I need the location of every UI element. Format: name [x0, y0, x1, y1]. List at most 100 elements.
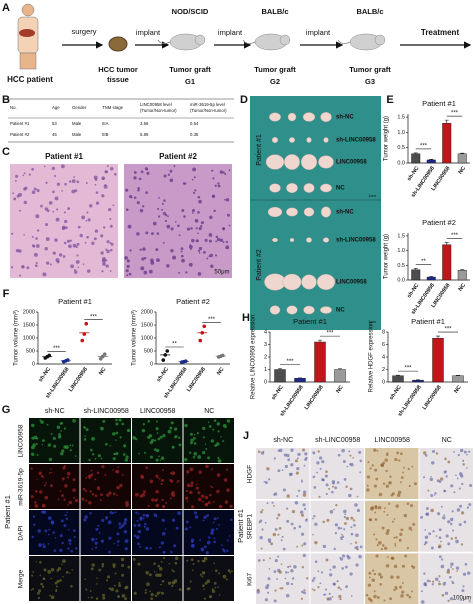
signal [68, 572, 71, 574]
signal [178, 443, 182, 447]
nucleus [192, 191, 196, 194]
signal [119, 436, 122, 439]
ihc-image [256, 500, 310, 552]
signal [105, 442, 108, 446]
signal [47, 443, 52, 447]
graft-label: Tumor graft [169, 65, 211, 74]
cell [400, 452, 403, 456]
nucleus [197, 272, 202, 276]
nucleus [76, 242, 80, 246]
cell [353, 523, 356, 527]
nucleus [224, 198, 226, 201]
signal [90, 567, 94, 571]
signal [36, 591, 40, 595]
nucleus [109, 218, 112, 221]
signal [61, 494, 64, 498]
error-bar [429, 276, 434, 278]
signal [94, 478, 97, 481]
signal [58, 433, 61, 436]
signal [63, 498, 66, 501]
cell [348, 493, 352, 498]
signal [201, 559, 205, 563]
cell [376, 544, 379, 547]
group-label: LINC00958 [336, 280, 367, 286]
y-axis-label: Tumor weight (g) [384, 116, 390, 161]
signal [186, 559, 189, 562]
signal [213, 517, 217, 521]
signal [155, 503, 160, 508]
cell [371, 569, 375, 572]
cell [464, 562, 468, 566]
cell [293, 526, 296, 530]
tumor [316, 274, 336, 290]
signal [137, 542, 141, 546]
signal [227, 569, 231, 573]
signal [217, 430, 220, 433]
nucleus [156, 258, 160, 263]
cell [349, 487, 353, 491]
nucleus [174, 221, 177, 223]
significance-label: *** [53, 346, 61, 352]
row-label: Merge [18, 569, 25, 588]
tumor [269, 305, 281, 315]
y-axis-label: Tumor volume (mm³) [14, 310, 20, 366]
cell [273, 599, 277, 603]
scale-label: 1cm [368, 319, 376, 324]
cell [300, 597, 304, 600]
signal [68, 500, 73, 505]
cell [450, 537, 454, 540]
nucleus [10, 266, 14, 269]
nucleus [66, 239, 71, 243]
signal [155, 490, 159, 494]
error-bar [413, 152, 418, 154]
signal [53, 549, 57, 553]
signal [118, 418, 122, 422]
nucleus [44, 247, 48, 251]
signal [164, 528, 167, 530]
mouse-head [194, 34, 206, 46]
signal [218, 572, 221, 575]
signal [102, 419, 106, 423]
nucleus [86, 235, 89, 239]
cell [385, 564, 390, 568]
x-tick-label: LINC00958 [304, 385, 325, 411]
cell [429, 477, 434, 482]
cell [373, 484, 377, 488]
cell [282, 488, 286, 492]
signal [170, 550, 173, 554]
scale-label: 1cm [368, 193, 376, 198]
signal [63, 427, 67, 430]
cell [354, 503, 358, 507]
nucleus [166, 224, 171, 229]
signal [36, 453, 39, 456]
y-tick-label: 1.0 [397, 248, 405, 254]
cell [407, 467, 410, 471]
signal [161, 498, 164, 502]
nucleus [85, 219, 88, 222]
signal [169, 479, 173, 482]
cell [302, 448, 306, 452]
cell [420, 590, 423, 593]
signal [43, 568, 47, 572]
signal [112, 432, 116, 436]
signal [97, 454, 101, 458]
cell [432, 530, 435, 533]
cell [324, 474, 328, 478]
signal [62, 575, 64, 578]
signal [67, 504, 69, 506]
image-title: Patient #1 [45, 152, 83, 161]
nucleus [109, 224, 113, 228]
table-cell: 3.56 [140, 121, 149, 126]
signal [155, 427, 159, 431]
cell [462, 463, 465, 466]
cell [293, 565, 297, 569]
cell [314, 540, 318, 545]
signal [137, 562, 141, 566]
signal [147, 504, 150, 508]
error-bar [456, 374, 460, 376]
significance-label: *** [451, 233, 459, 239]
signal [142, 422, 146, 426]
signal [47, 570, 52, 574]
signal [108, 587, 112, 590]
signal [101, 563, 105, 566]
